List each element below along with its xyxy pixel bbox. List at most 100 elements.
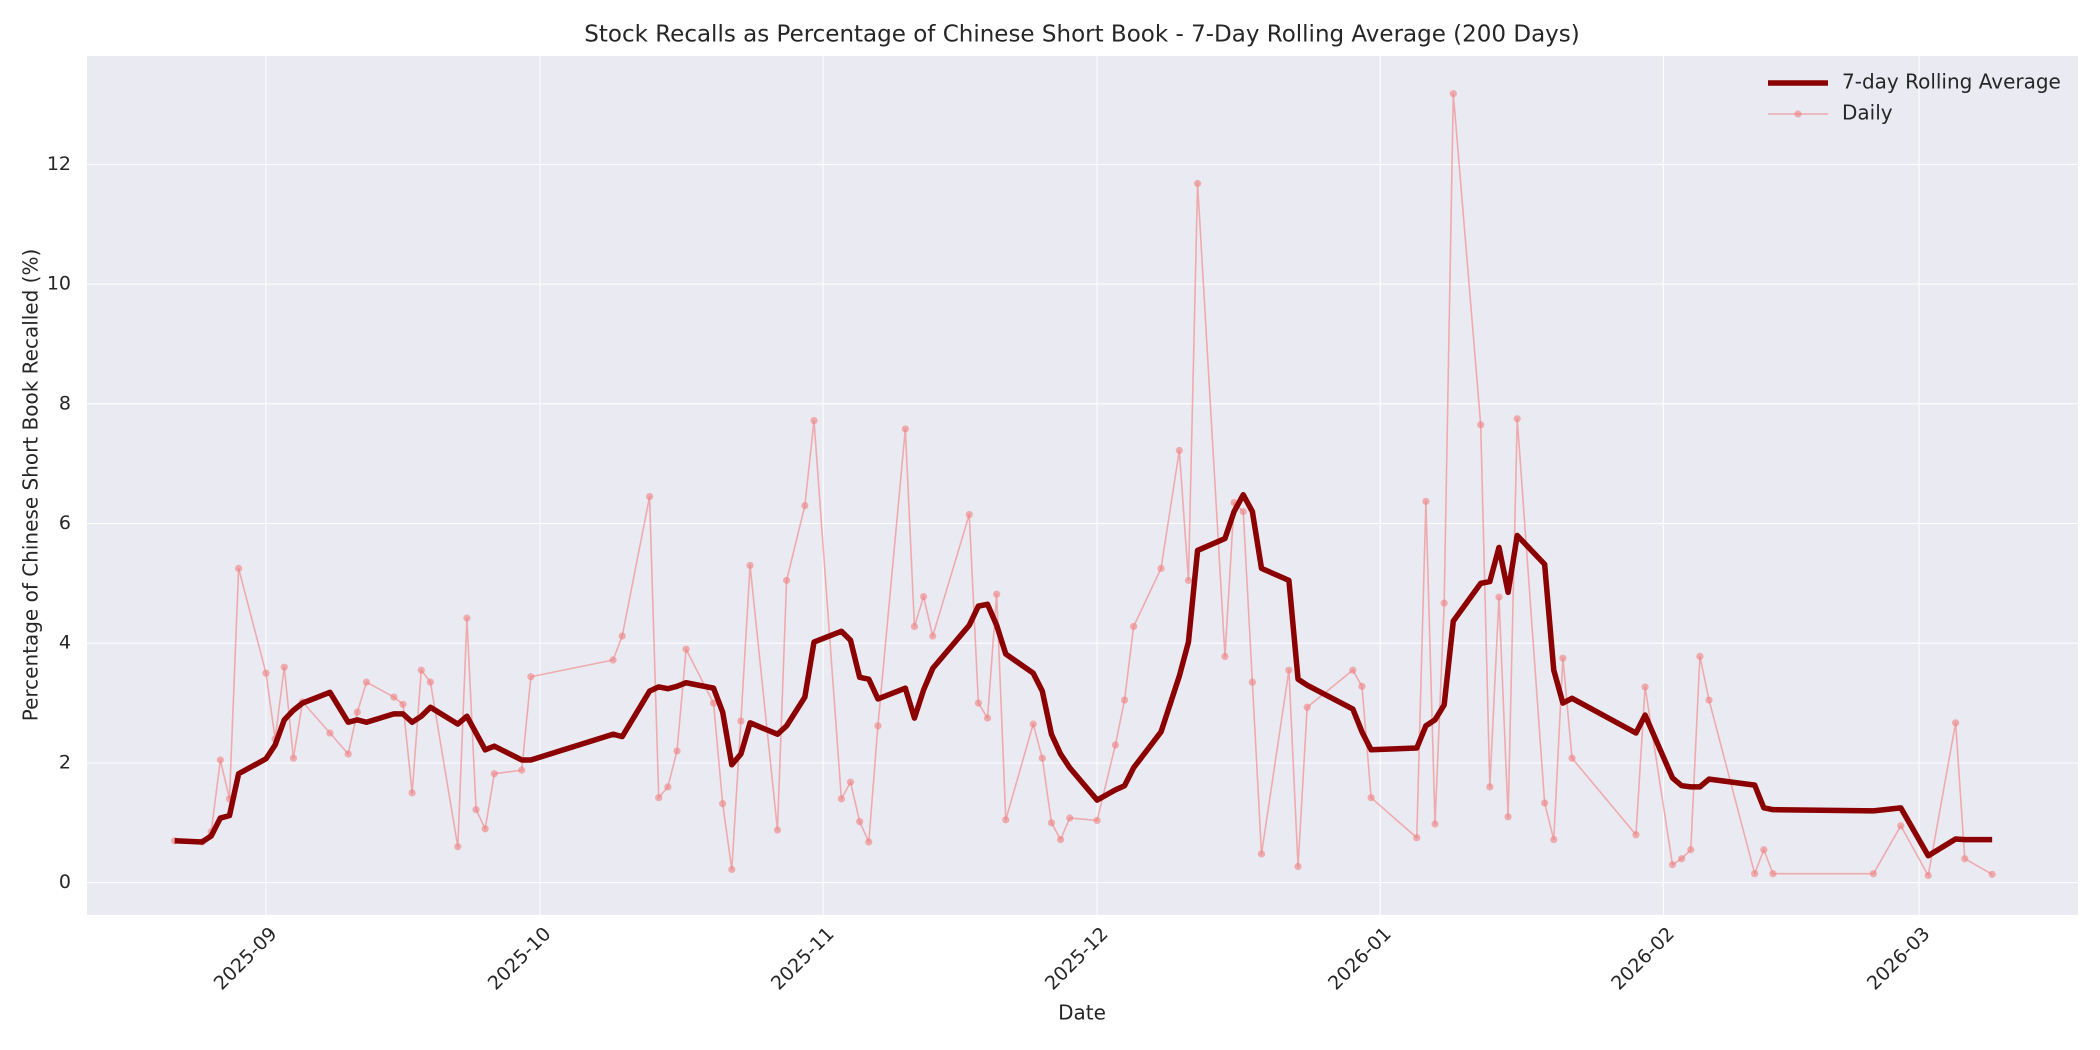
x-tick-label: 2025-09: [210, 923, 282, 995]
data-point: [1239, 507, 1247, 516]
y-tick-label: 10: [47, 273, 71, 295]
data-point: [983, 714, 992, 722]
data-point: [481, 825, 489, 833]
data-point: [1641, 683, 1649, 691]
data-point: [454, 843, 462, 851]
data-point: [1705, 696, 1713, 704]
data-point: [1869, 870, 1878, 878]
y-tick-label: 8: [59, 392, 71, 414]
legend-label: Daily: [1842, 101, 1893, 125]
y-tick-label: 2: [59, 751, 71, 773]
data-point: [472, 806, 480, 814]
data-point: [919, 592, 928, 601]
data-point: [728, 865, 736, 874]
data-point: [1440, 599, 1448, 607]
data-point: [837, 795, 845, 803]
data-point: [709, 699, 718, 707]
data-point: [1294, 862, 1302, 871]
data-point: [216, 756, 224, 764]
data-point: [1422, 497, 1430, 505]
x-tick-label: 2026-03: [1863, 923, 1935, 995]
data-point: [1066, 814, 1074, 822]
data-point: [1769, 870, 1777, 878]
data-point: [1668, 861, 1677, 869]
data-point: [280, 663, 288, 671]
data-point: [1513, 415, 1521, 423]
data-point: [1961, 855, 1969, 863]
data-point: [1257, 850, 1266, 858]
x-tick-label: 2026-02: [1607, 923, 1679, 995]
data-point: [673, 747, 681, 755]
data-point: [353, 708, 361, 716]
y-tick-label: 4: [59, 632, 71, 654]
data-point: [1111, 741, 1119, 749]
data-point: [974, 699, 982, 707]
data-point: [1130, 622, 1138, 631]
data-point: [1486, 783, 1494, 791]
data-point: [1193, 179, 1202, 188]
data-point: [417, 666, 425, 674]
x-tick-label: 2025-10: [484, 923, 556, 995]
data-point: [664, 783, 672, 791]
data-point: [426, 678, 435, 686]
plot-area: [87, 56, 2078, 915]
data-point: [1431, 820, 1439, 828]
data-point: [1120, 696, 1129, 704]
data-point: [362, 678, 371, 686]
data-point: [1221, 652, 1229, 661]
data-point: [1413, 834, 1421, 842]
data-point: [865, 838, 873, 846]
data-point: [1157, 564, 1165, 573]
data-point: [262, 669, 270, 677]
data-point: [1175, 446, 1183, 455]
data-point: [609, 656, 617, 664]
x-tick-label: 2026-01: [1324, 923, 1396, 995]
series-line: [174, 492, 1993, 859]
data-point: [1541, 799, 1549, 807]
data-point: [527, 673, 535, 681]
data-point: [1632, 831, 1640, 839]
y-tick-label: 6: [59, 512, 71, 534]
data-point: [1504, 813, 1512, 821]
data-point: [408, 789, 416, 797]
data-point: [618, 632, 626, 640]
data-point: [645, 492, 654, 501]
data-point: [1303, 703, 1311, 711]
data-point: [490, 770, 498, 778]
legend-label: 7-day Rolling Average: [1842, 70, 2061, 94]
data-point: [682, 645, 690, 653]
data-point: [1056, 835, 1065, 844]
data-point: [1358, 682, 1366, 690]
data-point: [993, 590, 1001, 598]
data-point: [1449, 90, 1457, 98]
y-axis-label: Percentage of Chinese Short Book Recalle…: [19, 249, 43, 722]
data-point: [910, 622, 919, 631]
data-point: [289, 754, 298, 762]
x-tick-label: 2025-11: [767, 923, 839, 995]
data-point: [737, 717, 745, 725]
chart-title: Stock Recalls as Percentage of Chinese S…: [584, 22, 1580, 48]
x-tick-label: 2025-12: [1041, 923, 1113, 995]
data-point: [1559, 654, 1567, 662]
data-point: [965, 510, 973, 519]
data-point: [1568, 754, 1576, 762]
data-point: [1696, 652, 1704, 661]
y-tick-label: 0: [59, 871, 71, 893]
data-point: [801, 501, 809, 510]
data-point: [1477, 421, 1485, 429]
data-point: [1760, 846, 1768, 854]
data-point: [1093, 816, 1101, 825]
data-point: [929, 632, 937, 640]
data-point: [1687, 846, 1695, 854]
data-point: [810, 416, 818, 425]
data-point: [773, 826, 782, 834]
y-tick-label: 12: [47, 153, 71, 175]
data-point: [1002, 816, 1010, 824]
data-point: [901, 425, 909, 433]
data-point: [1495, 593, 1503, 601]
data-point: [782, 576, 791, 584]
data-point: [390, 693, 398, 701]
x-axis-label: Date: [1058, 1001, 1106, 1025]
